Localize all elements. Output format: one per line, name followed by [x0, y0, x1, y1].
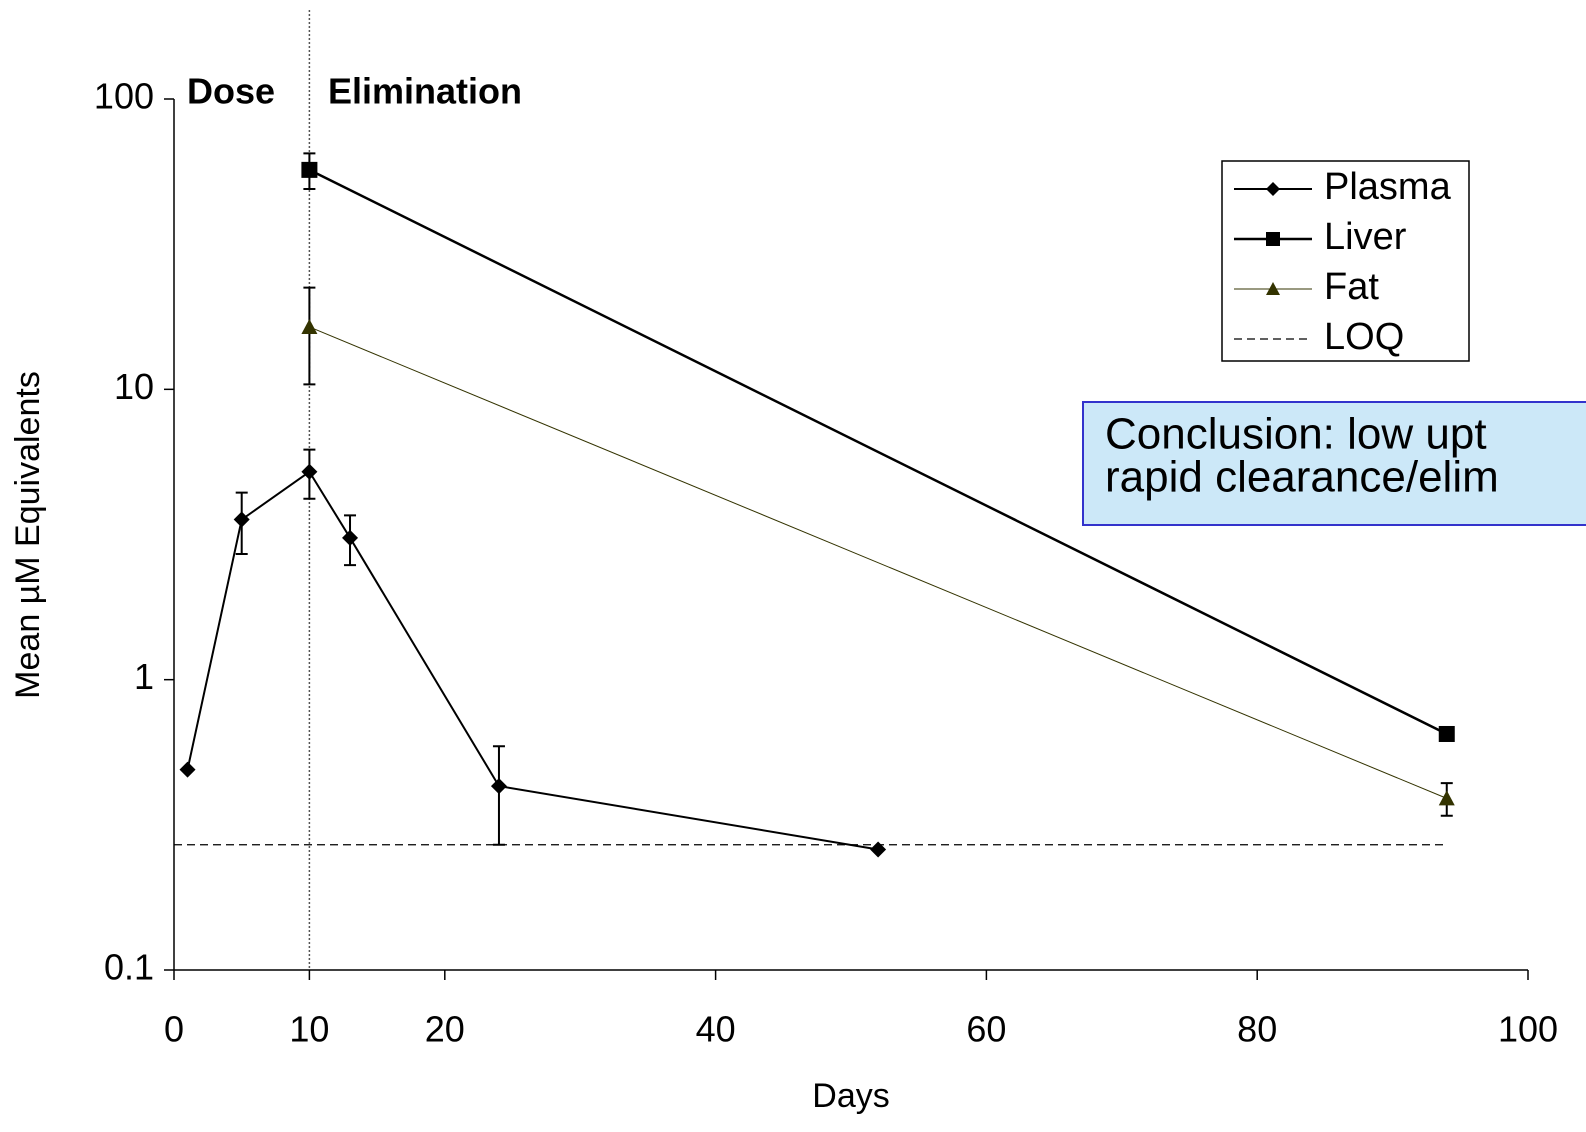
legend-marker: [1266, 282, 1280, 295]
marker: [301, 318, 318, 334]
x-tick-label: 80: [1237, 1009, 1277, 1050]
marker: [1438, 790, 1455, 806]
x-axis-title: Days: [812, 1077, 889, 1115]
y-tick-label: 100: [94, 76, 154, 117]
error-bar: [492, 745, 505, 846]
legend-label: Liver: [1324, 216, 1407, 258]
conclusion-text: rapid clearance/elim: [1105, 453, 1499, 502]
y-tick-label: 1: [134, 656, 154, 697]
x-tick-label: 60: [966, 1009, 1006, 1050]
x-tick-label: 100: [1498, 1009, 1558, 1050]
legend-label: LOQ: [1324, 316, 1404, 358]
legend-label: Plasma: [1324, 166, 1452, 208]
x-tick-label: 10: [289, 1009, 329, 1050]
conclusion-text: Conclusion: low upt: [1105, 410, 1487, 459]
marker: [301, 463, 318, 480]
conclusion-box: [1082, 401, 1586, 526]
marker: [870, 841, 887, 858]
series-line: [309, 326, 1447, 799]
marker: [490, 778, 507, 795]
series-line: [186, 470, 879, 851]
y-tick-label: 0.1: [104, 947, 154, 988]
x-tick-label: 40: [696, 1009, 736, 1050]
marker: [179, 761, 196, 778]
phase-label: Dose: [187, 71, 275, 112]
legend-label: Fat: [1324, 266, 1379, 308]
marker: [342, 529, 359, 546]
x-tick-label: 20: [425, 1009, 465, 1050]
error-bar: [303, 286, 316, 386]
marker: [233, 511, 250, 528]
marker: [301, 161, 318, 178]
phase-label: Elimination: [328, 71, 522, 112]
marker: [1438, 725, 1455, 742]
y-tick-label: 10: [114, 366, 154, 407]
y-axis-title: Mean µM Equivalents: [9, 371, 47, 699]
legend-box: [1221, 160, 1470, 362]
x-tick-label: 0: [164, 1009, 184, 1050]
legend-marker: [1266, 232, 1280, 246]
legend-marker: [1266, 182, 1280, 196]
series-line: [308, 168, 1448, 736]
